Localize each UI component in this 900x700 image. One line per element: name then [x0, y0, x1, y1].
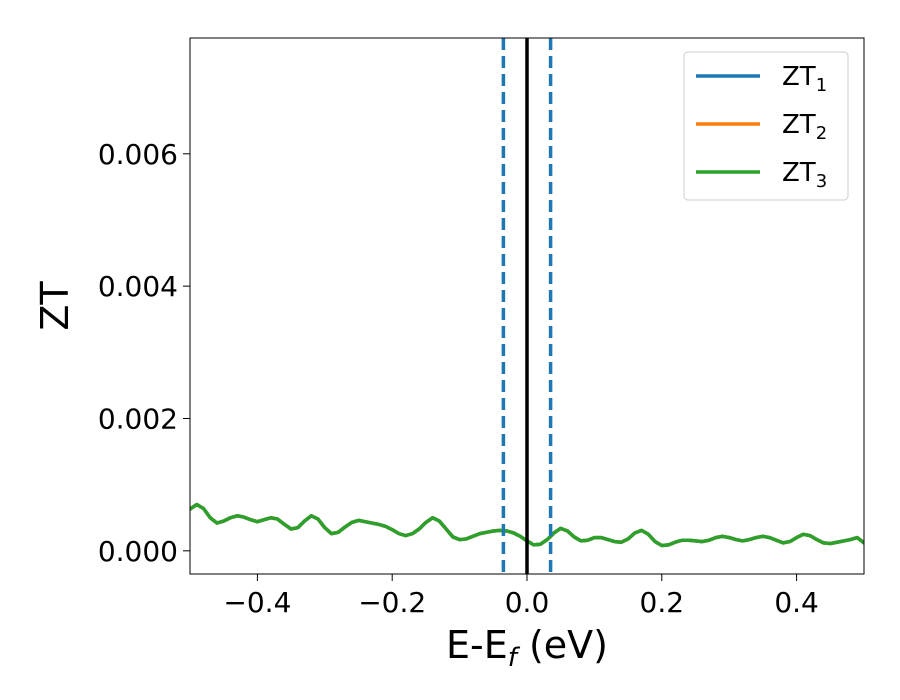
x-axis-label: E-Ef (eV) — [446, 623, 608, 673]
legend-label: ZT3 — [782, 158, 827, 192]
legend-label: ZT1 — [782, 62, 827, 96]
x-tick-label: 0.4 — [774, 586, 819, 619]
legend-items: ZT1 ZT2 ZT3 — [696, 62, 827, 192]
y-tick-label: 0.002 — [98, 402, 178, 435]
y-axis-label: ZT — [33, 281, 77, 331]
legend-box — [683, 51, 849, 201]
x-axis-label-suffix: (eV) — [517, 623, 608, 667]
y-axis-ticks: 0.000 0.002 0.004 0.006 — [98, 138, 190, 568]
y-tick-label: 0.004 — [98, 270, 178, 303]
legend: ZT1 ZT2 ZT3 — [683, 51, 849, 201]
legend-label: ZT2 — [782, 110, 827, 144]
y-tick-label: 0.000 — [98, 535, 178, 568]
reference-lines — [501, 38, 553, 574]
x-tick-label: 0.2 — [640, 586, 685, 619]
x-tick-label: −0.4 — [223, 586, 291, 619]
x-axis-label-main: E-E — [446, 623, 508, 667]
x-axis-ticks: −0.4 −0.2 0.0 0.2 0.4 — [223, 574, 819, 619]
x-tick-label: −0.2 — [358, 586, 426, 619]
y-tick-label: 0.006 — [98, 138, 178, 171]
x-tick-label: 0.0 — [505, 586, 550, 619]
